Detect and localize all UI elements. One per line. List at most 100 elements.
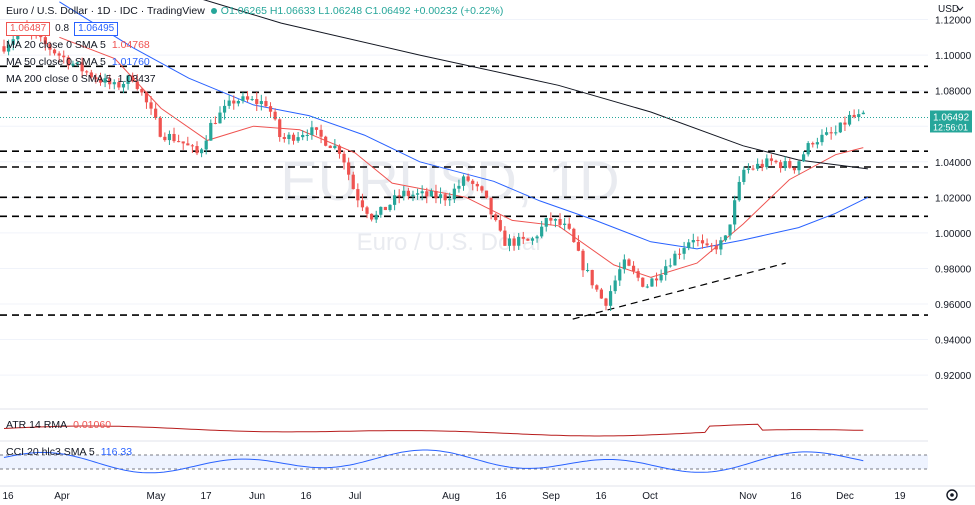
candle-body[interactable] — [6, 44, 11, 52]
candle-body[interactable] — [195, 146, 199, 154]
candle-body[interactable] — [379, 206, 383, 215]
candle-body[interactable] — [599, 289, 603, 299]
candle-body[interactable] — [641, 277, 645, 287]
candle-body[interactable] — [756, 163, 760, 169]
candle-body[interactable] — [553, 219, 558, 221]
candle-body[interactable] — [820, 134, 824, 143]
candle-body[interactable] — [365, 207, 369, 214]
candle-body[interactable] — [57, 53, 61, 56]
candle-body[interactable] — [540, 226, 544, 237]
candle-body[interactable] — [434, 191, 438, 199]
ma200-legend[interactable]: MA 200 close 0 SMA 5 1.03437 — [6, 72, 503, 86]
candle-body[interactable] — [857, 114, 861, 118]
candle-body[interactable] — [310, 127, 314, 135]
candle-body[interactable] — [636, 271, 640, 278]
candle-body[interactable] — [613, 280, 617, 292]
candle-body[interactable] — [135, 81, 139, 89]
candle-body[interactable] — [691, 240, 695, 243]
candle-body[interactable] — [682, 248, 686, 254]
candle-body[interactable] — [209, 122, 213, 141]
candle-body[interactable] — [494, 214, 498, 221]
candle-body[interactable] — [103, 78, 107, 83]
candle-body[interactable] — [498, 220, 502, 231]
candle-body[interactable] — [347, 162, 351, 175]
candle-body[interactable] — [85, 71, 89, 73]
candle-body[interactable] — [452, 188, 456, 200]
atr-legend[interactable]: ATR 14 RMA 0.01060 — [6, 419, 111, 431]
buy-price-button[interactable]: 1.06495 — [74, 22, 119, 36]
candle-body[interactable] — [443, 194, 447, 201]
ma20-legend[interactable]: MA 20 close 0 SMA 5 1.04768 — [6, 38, 503, 52]
candle-body[interactable] — [121, 83, 126, 88]
candle-body[interactable] — [581, 250, 585, 271]
candle-body[interactable] — [471, 180, 475, 184]
candle-body[interactable] — [737, 181, 741, 201]
time-axis[interactable]: 16 Apr May 17 Jun 16 Jul Aug 16 Sep 16 Oct Nov 16 Dec 1… — [0, 485, 975, 502]
candle-body[interactable] — [324, 136, 328, 146]
candle-body[interactable] — [590, 269, 594, 286]
candle-body[interactable] — [351, 174, 355, 190]
candle-body[interactable] — [654, 278, 659, 281]
candle-body[interactable] — [627, 259, 631, 266]
candle-body[interactable] — [723, 235, 728, 241]
candle-body[interactable] — [11, 39, 15, 45]
candle-body[interactable] — [337, 145, 342, 154]
candle-body[interactable] — [811, 143, 815, 145]
candle-body[interactable] — [356, 189, 360, 201]
candle-body[interactable] — [273, 111, 277, 120]
candle-body[interactable] — [245, 96, 250, 100]
candle-body[interactable] — [668, 265, 672, 267]
candle-body[interactable] — [360, 200, 365, 208]
candle-body[interactable] — [415, 193, 420, 195]
candle-body[interactable] — [406, 190, 410, 196]
candle-body[interactable] — [393, 195, 397, 205]
candle-body[interactable] — [457, 185, 461, 189]
candle-body[interactable] — [563, 223, 567, 225]
candle-body[interactable] — [687, 242, 691, 249]
candle-body[interactable] — [370, 213, 374, 220]
candle-body[interactable] — [314, 127, 319, 130]
candle-body[interactable] — [140, 88, 144, 93]
candle-body[interactable] — [769, 158, 774, 161]
candle-body[interactable] — [429, 191, 433, 197]
candle-body[interactable] — [89, 72, 93, 78]
candle-body[interactable] — [733, 200, 737, 225]
candle-body[interactable] — [530, 238, 535, 241]
candle-body[interactable] — [806, 143, 810, 155]
candle-body[interactable] — [291, 134, 296, 141]
candle-body[interactable] — [158, 117, 162, 137]
candle-body[interactable] — [526, 238, 530, 241]
candle-body[interactable] — [728, 224, 732, 236]
candle-body[interactable] — [227, 100, 231, 106]
candle-body[interactable] — [241, 96, 245, 102]
candle-body[interactable] — [190, 145, 195, 147]
candle-body[interactable] — [438, 194, 443, 199]
candle-body[interactable] — [512, 238, 516, 246]
candle-body[interactable] — [80, 62, 84, 72]
candle-body[interactable] — [397, 195, 401, 197]
candle-body[interactable] — [608, 291, 613, 306]
candle-body[interactable] — [834, 132, 838, 134]
candle-body[interactable] — [746, 168, 751, 170]
candle-body[interactable] — [39, 35, 43, 38]
candle-body[interactable] — [112, 82, 116, 85]
candle-body[interactable] — [586, 269, 590, 271]
candle-body[interactable] — [222, 105, 227, 113]
candle-body[interactable] — [567, 223, 571, 229]
candle-body[interactable] — [75, 62, 80, 64]
candle-body[interactable] — [43, 37, 47, 45]
candle-body[interactable] — [664, 266, 668, 275]
candle-body[interactable] — [480, 186, 484, 191]
candle-body[interactable] — [824, 132, 829, 135]
candle-body[interactable] — [213, 122, 217, 124]
candle-body[interactable] — [199, 149, 204, 154]
candle-body[interactable] — [131, 75, 135, 82]
candle-body[interactable] — [696, 240, 700, 242]
candle-body[interactable] — [622, 259, 626, 270]
candle-body[interactable] — [98, 79, 103, 83]
candle-body[interactable] — [333, 145, 337, 149]
candle-body[interactable] — [342, 153, 346, 163]
candle-body[interactable] — [484, 190, 489, 198]
current-price-tag[interactable] — [930, 110, 972, 133]
candle-body[interactable] — [788, 161, 792, 168]
